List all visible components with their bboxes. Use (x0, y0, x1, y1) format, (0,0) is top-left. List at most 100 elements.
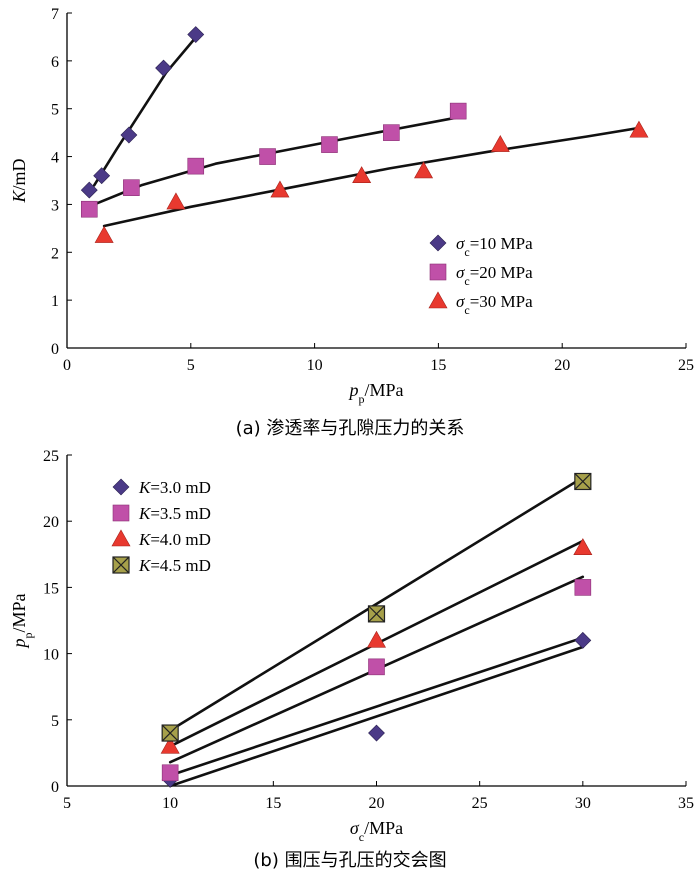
data-point (270, 180, 290, 198)
legend-entry: σc=20 MPa (456, 263, 533, 288)
legend-marker (112, 504, 130, 522)
legend-marker (429, 234, 447, 252)
fit-line (92, 33, 200, 187)
data-point (155, 59, 172, 77)
legend-marker (112, 478, 130, 496)
y-tick-label: 25 (43, 448, 59, 465)
x-tick-label: 5 (187, 357, 195, 374)
y-tick-label: 5 (51, 102, 59, 119)
panel-caption: (a) 渗透率与孔隙压力的关系 (236, 418, 465, 439)
legend-entry: σc=10 MPa (456, 234, 533, 259)
legend-entry: σc=30 MPa (456, 292, 533, 317)
x-tick-label: 15 (430, 357, 446, 374)
legend-entry-part: σ (456, 234, 465, 253)
data-point (366, 630, 387, 648)
data-point (123, 179, 140, 196)
y-tick-label: 7 (51, 6, 59, 23)
legend: K=3.0 mDK=3.5 mDK=4.0 mDK=4.5 mD (111, 478, 211, 575)
data-point (166, 192, 186, 210)
x-tick-label: 20 (554, 357, 570, 374)
legend-marker (429, 263, 447, 281)
x-axis-title-part: p (347, 380, 358, 400)
y-tick-label: 15 (43, 580, 59, 597)
y-tick-label: 6 (51, 54, 59, 71)
data-point (120, 126, 138, 144)
data-point (94, 225, 114, 243)
data-point (574, 631, 592, 649)
legend-marker (112, 556, 130, 574)
data-point-cross2 (574, 473, 592, 490)
y-tick-label: 0 (51, 341, 59, 358)
legend-entry-part: =3.5 mD (150, 504, 211, 523)
data-point (352, 166, 372, 184)
legend-marker (111, 529, 131, 547)
legend-entry-part: =20 MPa (470, 263, 533, 282)
legend-entry-part: K (138, 530, 152, 549)
fit-line (102, 126, 641, 228)
x-axis-title: pp/MPa (347, 380, 403, 406)
x-axis-title-part: /MPa (364, 818, 403, 838)
data-point (574, 579, 592, 596)
x-tick-label: 5 (63, 795, 71, 812)
y-tick-label: 10 (43, 647, 59, 664)
data-point (187, 26, 205, 43)
legend-entry-part: c (464, 274, 469, 288)
legend-entry: K=4.5 mD (138, 556, 211, 575)
data-point (80, 200, 98, 218)
y-tick-label: 3 (51, 197, 59, 214)
x-tick-label: 30 (575, 795, 591, 812)
legend-entry-part: K (138, 556, 152, 575)
y-axis-title-part: p (21, 633, 35, 639)
data-point (161, 764, 179, 782)
data-point (161, 724, 179, 742)
y-axis-title: pp/MPa (9, 593, 35, 649)
x-axis-title-part: /MPa (364, 380, 403, 400)
legend-entry: K=3.0 mD (138, 478, 211, 497)
x-tick-label: 25 (678, 357, 694, 374)
legend-entry-part: =30 MPa (470, 292, 533, 311)
x-tick-label: 10 (162, 795, 178, 812)
y-tick-label: 4 (51, 150, 59, 167)
data-point (259, 148, 276, 165)
data-point (490, 134, 510, 152)
x-axis-title: σc/MPa (350, 818, 403, 844)
legend-entry: K=4.0 mD (138, 530, 211, 549)
legend-entry-part: =10 MPa (470, 234, 533, 253)
fit-line (168, 476, 585, 732)
data-point-cross2 (368, 605, 385, 623)
x-tick-label: 25 (472, 795, 488, 812)
y-tick-label: 1 (51, 293, 59, 310)
y-axis-title-part: K (9, 190, 29, 204)
panel-caption: (b) 围压与孔压的交会图 (253, 850, 446, 871)
y-tick-label: 0 (51, 779, 59, 796)
fit-line (168, 645, 585, 788)
y-axis-title-part: p (9, 639, 29, 650)
y-tick-label: 20 (43, 514, 59, 531)
y-tick-label: 2 (51, 245, 59, 262)
legend-entry: K=3.5 mD (138, 504, 211, 523)
data-point (383, 124, 400, 141)
legend-entry-part: c (464, 303, 469, 317)
data-point (187, 157, 205, 175)
data-point (367, 605, 386, 623)
data-point (160, 736, 180, 754)
y-tick-label: 5 (51, 713, 59, 730)
x-tick-label: 10 (307, 357, 323, 374)
legend-entry-part: K (138, 504, 152, 523)
data-point (368, 724, 385, 742)
legend-marker-cross2 (112, 556, 130, 574)
data-point (574, 472, 592, 491)
data-point (414, 161, 434, 179)
legend-entry-part: c (464, 245, 469, 259)
legend-entry-part: =4.5 mD (150, 556, 211, 575)
data-point (629, 120, 649, 138)
x-axis-title-part: c (359, 830, 364, 844)
data-point (573, 538, 593, 555)
legend-entry-part: σ (456, 292, 465, 311)
x-tick-label: 0 (63, 357, 71, 374)
x-tick-label: 35 (678, 795, 694, 812)
